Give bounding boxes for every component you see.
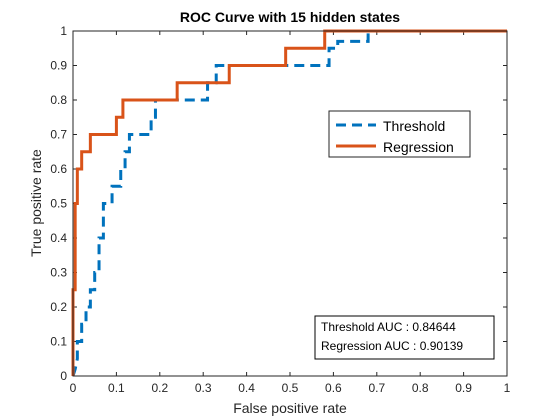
series-layer — [71, 29, 507, 377]
x-tick-label: 0.8 — [412, 381, 429, 395]
chart-title: ROC Curve with 15 hidden states — [180, 9, 400, 25]
auc-threshold-text: Threshold AUC : 0.84644 — [321, 320, 456, 334]
y-tick-label: 0.2 — [50, 300, 67, 314]
y-tick-label: 0 — [60, 369, 67, 383]
y-tick-label: 0.4 — [50, 231, 67, 245]
x-tick-label: 0 — [70, 381, 77, 395]
series-line-regression — [71, 29, 507, 376]
x-tick-label: 0.9 — [455, 381, 472, 395]
auc-annotation: Threshold AUC : 0.84644 Regression AUC :… — [314, 315, 495, 360]
legend-regression-label: Regression — [383, 139, 454, 155]
x-axis-label: False positive rate — [233, 400, 347, 416]
y-tick-label: 1 — [60, 24, 67, 38]
legend-box — [328, 110, 471, 158]
x-tick-label: 0.4 — [238, 381, 255, 395]
series-line-threshold — [71, 29, 507, 377]
legend-threshold-label: Threshold — [383, 118, 445, 134]
auc-annotation-box — [314, 315, 495, 360]
y-tick-label: 0.7 — [50, 128, 67, 142]
y-axis-label: True positive rate — [28, 149, 44, 257]
y-tick-label: 0.1 — [50, 335, 67, 349]
y-tick-label: 0.6 — [50, 162, 67, 176]
x-tick-label: 0.3 — [195, 381, 212, 395]
legend: Threshold Regression — [328, 110, 471, 158]
x-tick-label: 0.6 — [325, 381, 342, 395]
y-axis-ticks: 0 0.1 0.2 0.3 0.4 0.5 0.6 0.7 0.8 0.9 1 — [50, 24, 507, 383]
x-tick-label: 1 — [504, 381, 511, 395]
x-tick-label: 0.2 — [151, 381, 168, 395]
y-tick-label: 0.9 — [50, 59, 67, 73]
x-axis-ticks: 0 0.1 0.2 0.3 0.4 0.5 0.6 0.7 0.8 0.9 1 — [70, 31, 511, 395]
y-tick-label: 0.8 — [50, 93, 67, 107]
y-tick-label: 0.5 — [50, 197, 67, 211]
plot-frame — [72, 30, 508, 377]
x-tick-label: 0.7 — [368, 381, 385, 395]
y-tick-label: 0.3 — [50, 266, 67, 280]
auc-regression-text: Regression AUC : 0.90139 — [321, 339, 463, 353]
x-tick-label: 0.5 — [282, 381, 299, 395]
x-tick-label: 0.1 — [108, 381, 125, 395]
